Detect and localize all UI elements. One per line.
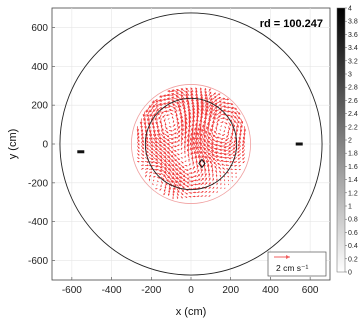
legend-arrow-head	[286, 255, 290, 259]
tank-circle	[59, 12, 323, 276]
colorbar-tick-label: 0.4	[348, 243, 358, 250]
colorbar-tick-label: 1.6	[348, 164, 358, 171]
colorbar-gradient	[336, 7, 346, 273]
diamond-marker	[198, 158, 206, 169]
left-source-marker	[77, 150, 85, 154]
x-tick-label: 600	[302, 285, 319, 296]
colorbar: 0 0.2 0.4 0.6 0.8 1 1.2 1.4 1.6 1.8 2 2.2 2.4 2.6 2.8 3…	[336, 6, 358, 277]
x-tick-label: 400	[262, 285, 279, 296]
legend: 2 cm s⁻¹	[267, 251, 327, 277]
y-tick-label: 200	[31, 101, 48, 112]
colorbar-tick-label: 0.6	[348, 230, 358, 237]
y-tick-label: 0	[42, 140, 48, 151]
grid	[52, 8, 330, 280]
colorbar-tick-label: 0.2	[348, 256, 358, 263]
markers	[77, 142, 303, 169]
colorbar-tick-label: 0	[348, 270, 352, 277]
y-tick-label: 400	[31, 62, 48, 73]
colorbar-tick-label: 2.6	[348, 98, 358, 105]
x-ticks: -600 -400 -200 0 200 400 600	[62, 277, 319, 296]
x-tick-label: 0	[188, 285, 194, 296]
colorbar-tick-label: 2.4	[348, 111, 358, 118]
vector-field	[136, 87, 246, 200]
y-tick-label: -400	[28, 217, 48, 228]
colorbar-tick-label: 3.6	[348, 32, 358, 39]
x-axis-label: x (cm)	[176, 306, 207, 318]
colorbar-tick-label: 4	[348, 6, 352, 13]
measurement-region-circle	[131, 84, 251, 204]
right-source-marker	[295, 142, 303, 146]
legend-label: 2 cm s⁻¹	[276, 263, 309, 273]
colorbar-tick-label: 2	[348, 138, 352, 145]
colorbar-tick-label: 3	[348, 72, 352, 79]
colorbar-tick-label: 3.4	[348, 45, 358, 52]
x-tick-label: -400	[102, 285, 122, 296]
colorbar-tick-label: 0.8	[348, 217, 358, 224]
colorbar-tick-label: 1	[348, 204, 352, 211]
colorbar-tick-label: 2.2	[348, 124, 358, 131]
y-tick-label: -600	[28, 256, 48, 267]
circles	[59, 12, 323, 276]
inner-region-circle	[144, 97, 238, 191]
colorbar-tick-label: 3.2	[348, 58, 358, 65]
colorbar-tick-label: 1.4	[348, 177, 358, 184]
velocity-vectors	[136, 87, 246, 200]
rd-annotation: rd = 100.247	[260, 18, 323, 30]
legend-box	[267, 251, 327, 277]
colorbar-tick-label: 2.8	[348, 85, 358, 92]
colorbar-tick-label: 1.8	[348, 151, 358, 158]
x-tick-label: 200	[222, 285, 239, 296]
x-tick-label: -200	[141, 285, 161, 296]
y-tick-label: 600	[31, 23, 48, 34]
x-tick-label: -600	[62, 285, 82, 296]
y-axis-label: y (cm)	[7, 129, 19, 160]
colorbar-tick-label: 3.8	[348, 19, 358, 26]
colorbar-tick-label: 1.2	[348, 190, 358, 197]
y-ticks: -600 -400 -200 0 200 400 600	[28, 23, 55, 267]
y-tick-label: -200	[28, 178, 48, 189]
colorbar-ticks: 0 0.2 0.4 0.6 0.8 1 1.2 1.4 1.6 1.8 2 2.2 2.4 2.6 2.8 3…	[345, 6, 358, 277]
